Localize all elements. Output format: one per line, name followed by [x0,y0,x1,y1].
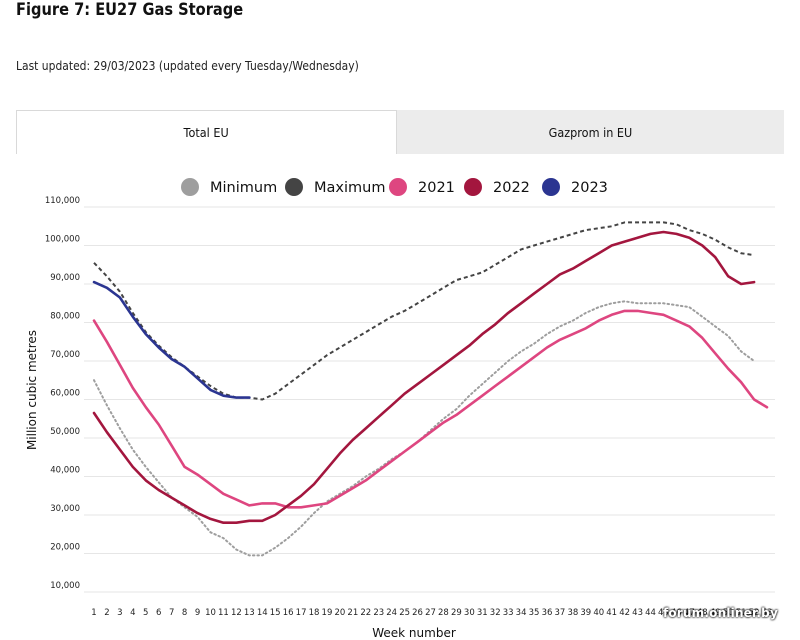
x-tick-label: 6 [156,608,161,618]
x-tick-label: 24 [386,608,397,618]
chart-grid [84,206,775,593]
x-tick-label: 21 [347,608,358,618]
last-updated-text: Last updated: 29/03/2023 (updated every … [16,58,359,73]
x-tick-label: 35 [529,608,540,618]
x-tick-label: 31 [477,608,488,618]
x-tick-label: 17 [296,608,307,618]
x-tick-label: 46 [671,608,682,618]
y-tick-label: 70,000 [50,350,80,360]
chart-legend: Minimum Maximum 2021 2022 2023 [181,178,608,196]
x-axis-ticks: 1 2 3 4 5 6 7 8 9 10 11 12 13 14 15 16 17 18 19 20 21 22 23 24 2… [91,608,772,618]
x-tick-label: 29 [451,608,462,618]
legend-marker-2022[interactable] [464,178,482,196]
y-axis-ticks: 10,000 20,000 30,000 40,000 50,000 60,000 70,0… [45,196,80,591]
legend-label-2021[interactable]: 2021 [418,180,455,196]
page-title: Figure 7: EU27 Gas Storage [16,0,244,20]
series-line-maximum [93,221,755,401]
x-tick-label: 41 [606,608,617,618]
y-tick-label: 80,000 [50,312,80,322]
x-tick-label: 9 [195,608,200,618]
y-tick-label: 30,000 [50,504,80,514]
y-axis-title: Million cubic metres [25,330,39,450]
y-tick-label: 60,000 [50,389,80,399]
legend-label-2022[interactable]: 2022 [493,180,530,196]
tab-gazprom-in-eu-label: Gazprom in EU [548,124,633,140]
x-tick-label: 49 [710,608,721,618]
x-tick-label: 38 [567,608,578,618]
chart-tabs: Total EU Gazprom in EU [16,110,784,154]
series-line-2023 [92,280,251,399]
x-tick-label: 39 [580,608,591,618]
y-tick-label: 20,000 [50,543,80,553]
y-tick-label: 40,000 [50,466,80,476]
legend-marker-2023[interactable] [542,178,560,196]
legend-label-2023[interactable]: 2023 [571,180,608,196]
x-tick-label: 51 [736,608,747,618]
legend-label-minimum[interactable]: Minimum [210,180,277,196]
x-tick-label: 45 [658,608,669,618]
x-tick-label: 27 [425,608,436,618]
x-tick-label: 33 [503,608,514,618]
x-tick-label: 34 [516,608,527,618]
series-line-2022 [92,230,756,524]
legend-marker-maximum[interactable] [285,178,303,196]
y-tick-label: 90,000 [50,273,80,283]
x-tick-label: 2 [104,608,109,618]
tab-total-eu[interactable]: Total EU [16,110,397,154]
x-tick-label: 12 [231,608,242,618]
series-line-minimum [93,300,756,557]
x-tick-label: 43 [632,608,643,618]
x-tick-label: 40 [593,608,604,618]
legend-marker-minimum[interactable] [181,178,199,196]
x-tick-label: 4 [130,608,135,618]
x-tick-label: 5 [143,608,148,618]
x-tick-label: 32 [490,608,501,618]
x-tick-label: 36 [542,608,553,618]
x-tick-label: 8 [182,608,187,618]
x-tick-label: 42 [619,608,630,618]
x-tick-label: 52 [749,608,760,618]
x-tick-label: 15 [270,608,281,618]
x-tick-label: 50 [723,608,734,618]
x-tick-label: 47 [684,608,695,618]
tab-total-eu-label: Total EU [183,125,230,140]
x-tick-label: 30 [464,608,475,618]
legend-label-maximum[interactable]: Maximum [314,180,385,196]
series-line-2021 [92,309,769,509]
x-tick-label: 48 [697,608,708,618]
x-tick-label: 1 [91,608,96,618]
chart-series [92,221,769,557]
x-tick-label: 22 [360,608,371,618]
x-tick-label: 14 [257,608,268,618]
x-tick-label: 3 [117,608,122,618]
x-tick-label: 23 [373,608,384,618]
x-tick-label: 37 [555,608,566,618]
y-tick-label: 50,000 [50,427,80,437]
x-tick-label: 13 [244,608,255,618]
x-tick-label: 53 [762,608,773,618]
y-tick-label: 10,000 [50,581,80,591]
x-tick-label: 19 [322,608,333,618]
x-tick-label: 18 [309,608,320,618]
legend-marker-2021[interactable] [389,178,407,196]
x-tick-label: 28 [438,608,449,618]
x-tick-label: 20 [334,608,345,618]
x-tick-label: 44 [645,608,656,618]
x-tick-label: 16 [283,608,294,618]
y-tick-label: 100,000 [45,235,80,245]
tab-gazprom-in-eu[interactable]: Gazprom in EU [397,110,784,154]
x-tick-label: 11 [218,608,229,618]
y-tick-label: 110,000 [45,196,80,206]
watermark: forum.onliner.by [662,606,778,620]
x-tick-label: 10 [205,608,216,618]
x-axis-title: Week number [372,626,456,640]
x-tick-label: 7 [169,608,174,618]
x-tick-label: 26 [412,608,423,618]
x-tick-label: 25 [399,608,410,618]
gas-storage-chart: Minimum Maximum 2021 2022 2023 10,00020,0003… [25,178,775,640]
